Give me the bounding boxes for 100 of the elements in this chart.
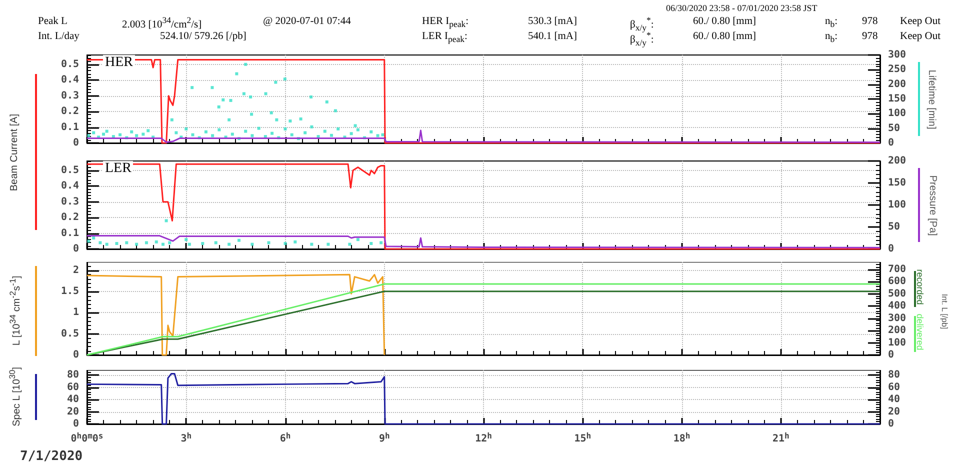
y2-tick-label: 80 bbox=[888, 370, 900, 380]
y2-tick-label: 50 bbox=[888, 222, 900, 232]
text: 2.003 [10$^{34}$/cm$^{2}$/s] bbox=[122, 15, 202, 32]
line-series bbox=[86, 373, 881, 425]
y2-tick-label: 150 bbox=[888, 94, 906, 104]
y-tick-label: 0.3 bbox=[60, 196, 79, 208]
y2-axis-title: Lifetime [min] bbox=[926, 69, 938, 129]
point bbox=[135, 242, 138, 246]
y2-axis-title: Pressure [Pa] bbox=[926, 174, 938, 236]
y2-tick-label: 0 bbox=[888, 350, 894, 360]
text: recorded bbox=[915, 268, 925, 306]
y2-axis-title: Int. L [/pb] bbox=[940, 293, 950, 329]
annotation: HER bbox=[103, 55, 135, 70]
point bbox=[125, 241, 128, 244]
point bbox=[284, 242, 287, 245]
y-tick-label: 1.5 bbox=[60, 286, 79, 298]
point bbox=[356, 238, 360, 242]
line-series bbox=[86, 274, 386, 356]
y2-tick-label: 200 bbox=[888, 325, 906, 336]
point bbox=[161, 242, 164, 246]
text: 60./ 0.80 [mm] bbox=[693, 16, 756, 28]
point bbox=[326, 242, 330, 246]
y-tick-label: 0.2 bbox=[60, 212, 79, 224]
y-tick-label: 20 bbox=[66, 406, 79, 418]
y2-tick-label: 150 bbox=[888, 178, 906, 188]
y2-tick-label: 50 bbox=[888, 122, 900, 134]
point bbox=[348, 242, 352, 246]
y2-tick-label: 0 bbox=[888, 138, 894, 148]
text: delivered bbox=[915, 312, 925, 352]
y2-tick-label: 100 bbox=[888, 337, 906, 348]
annotation: LER bbox=[103, 161, 134, 176]
y2-tick-label: 60 bbox=[888, 382, 900, 393]
text: 7/1/2020 bbox=[20, 449, 83, 464]
point bbox=[201, 242, 204, 245]
y2-tick-label: 20 bbox=[888, 406, 900, 418]
point bbox=[92, 236, 96, 240]
text: 524.10/ 579.26 [/pb] bbox=[160, 31, 246, 43]
point bbox=[228, 242, 231, 246]
y-tick-label: 0.4 bbox=[60, 180, 79, 192]
text: n$_{b}$: bbox=[825, 16, 838, 30]
y-tick-label: 0.5 bbox=[60, 164, 79, 176]
text: β$_{x/y}$$^{*}$: bbox=[630, 15, 654, 33]
text: Peak L bbox=[38, 16, 68, 28]
y-tick-label: 0 bbox=[72, 244, 79, 254]
line-series bbox=[86, 58, 881, 144]
y2-tick-label: 100 bbox=[888, 200, 906, 210]
y2-tick-label: 300 bbox=[888, 312, 906, 324]
y-tick-label: 40 bbox=[66, 394, 79, 405]
y-tick-label: 0.3 bbox=[60, 90, 79, 102]
y2-tick-label: 40 bbox=[888, 394, 900, 405]
y2-tick-label: 300 bbox=[888, 50, 906, 60]
point bbox=[168, 241, 172, 244]
y-tick-label: 2 bbox=[72, 264, 79, 276]
y-tick-label: 0 bbox=[72, 138, 79, 148]
point bbox=[184, 238, 188, 242]
y-tick-label: 0.5 bbox=[60, 58, 79, 70]
text: LER I$_{peak}$: bbox=[422, 31, 468, 45]
y-tick-label: 0.2 bbox=[60, 106, 79, 118]
point bbox=[214, 241, 218, 244]
y2-tick-label: 600 bbox=[888, 276, 906, 288]
text: Keep Out bbox=[900, 31, 941, 43]
y2-tick-label: 0 bbox=[888, 244, 894, 254]
y2-tick-label: 200 bbox=[888, 156, 906, 166]
y-tick-label: 80 bbox=[66, 370, 79, 380]
point bbox=[237, 238, 240, 242]
y-tick-label: 1 bbox=[72, 307, 79, 318]
y-tick-label: 0.5 bbox=[60, 328, 79, 340]
text: n$_{b}$: bbox=[825, 31, 838, 45]
y-tick-label: 0 bbox=[72, 418, 79, 430]
point bbox=[380, 241, 383, 244]
text: 06/30/2020 23:58 - 07/01/2020 23:58 JST bbox=[666, 3, 818, 14]
y-axis-title: Beam Current [A] bbox=[10, 113, 21, 191]
text: 540.1 [mA] bbox=[528, 31, 577, 43]
text: HER I$_{peak}$: bbox=[422, 16, 469, 30]
text: 978 bbox=[862, 16, 878, 28]
point bbox=[370, 242, 373, 245]
text: Keep Out bbox=[900, 16, 941, 28]
y2-tick-label: 500 bbox=[888, 288, 906, 300]
y-tick-label: 60 bbox=[66, 382, 79, 393]
point bbox=[105, 242, 108, 246]
text: 978 bbox=[862, 31, 878, 43]
point bbox=[154, 240, 158, 244]
y2-tick-label: 400 bbox=[888, 300, 906, 312]
point bbox=[310, 242, 314, 246]
y2-tick-label: 700 bbox=[888, 264, 906, 275]
point bbox=[294, 240, 297, 244]
line-series bbox=[86, 163, 881, 250]
y-tick-label: 0.1 bbox=[60, 228, 79, 239]
text: 530.3 [mA] bbox=[528, 16, 577, 28]
point bbox=[115, 242, 118, 245]
y2-tick-label: 200 bbox=[888, 78, 906, 90]
point bbox=[144, 241, 148, 244]
y-tick-label: 0.1 bbox=[60, 122, 79, 133]
y2-tick-label: 250 bbox=[888, 64, 906, 76]
point bbox=[164, 219, 168, 222]
text: @ 2020-07-01 07:44 bbox=[263, 16, 351, 28]
y-tick-label: 0.4 bbox=[60, 74, 79, 86]
point bbox=[250, 242, 254, 246]
point bbox=[98, 241, 102, 244]
y2-tick-label: 0 bbox=[888, 418, 894, 430]
